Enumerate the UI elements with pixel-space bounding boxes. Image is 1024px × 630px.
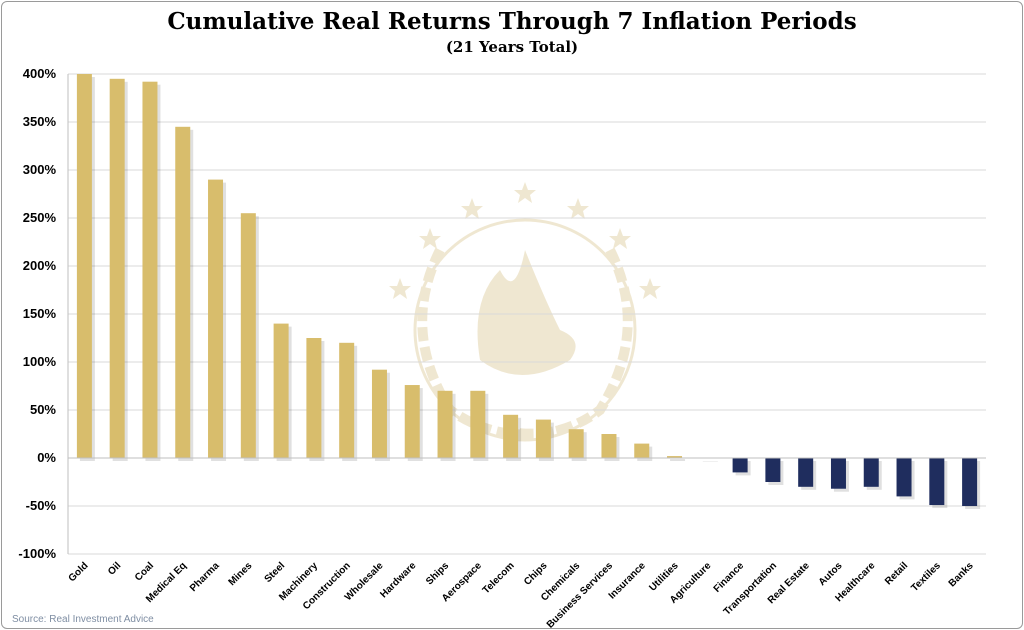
x-tick-label: Oil: [106, 560, 123, 577]
x-tick-label: Utilities: [647, 560, 681, 594]
bar-wholesale: [371, 369, 387, 458]
bar-autos: [830, 458, 846, 489]
y-tick-label: 350%: [23, 114, 57, 129]
bar-utilities: [667, 456, 683, 458]
bar-telecom: [503, 414, 519, 458]
bar-real-estate: [798, 458, 814, 487]
bar-medical-eq: [175, 126, 191, 459]
source-note: Source: Real Investment Advice: [12, 614, 154, 625]
chart-subtitle: (21 Years Total): [445, 38, 579, 56]
bar-chemicals: [568, 429, 584, 458]
bar-shadow: [670, 459, 686, 461]
bar-machinery: [306, 338, 322, 458]
bar-pharma: [208, 179, 224, 458]
x-tick-label: Chips: [522, 560, 550, 588]
bars: [76, 74, 981, 509]
y-tick-label: 200%: [23, 258, 57, 273]
x-tick-label: Mines: [227, 560, 255, 588]
y-tick-label: 100%: [23, 354, 57, 369]
bar-construction: [339, 342, 355, 458]
bar-shadow: [702, 461, 718, 462]
bar-finance: [732, 458, 748, 473]
x-tick-label: Steel: [263, 560, 288, 585]
bar-steel: [273, 323, 289, 458]
x-tick-label: Hardware: [378, 560, 418, 600]
x-tick-label: Ships: [424, 560, 451, 587]
bar-gold: [76, 74, 92, 458]
bar-insurance: [634, 443, 650, 458]
bar-chips: [535, 419, 551, 458]
x-tick-label: Pharma: [188, 560, 222, 594]
bar-coal: [142, 81, 158, 459]
y-tick-label: -50%: [26, 498, 57, 513]
bar-hardware: [404, 385, 420, 458]
bar-retail: [896, 458, 912, 497]
y-axis: -100% -50% 0% 50% 100% 150% 200% 250% 300% 350% 40…: [18, 66, 69, 561]
bar-mines: [240, 213, 256, 458]
y-tick-label: -100%: [18, 546, 56, 561]
y-tick-label: 300%: [23, 162, 57, 177]
x-tick-label: Autos: [817, 560, 845, 588]
bar-transportation: [765, 458, 781, 482]
y-tick-label: 50%: [30, 402, 56, 417]
x-tick-label: Telecom: [481, 560, 517, 596]
y-tick-label: 400%: [23, 66, 57, 81]
bar-ships: [437, 390, 453, 458]
y-tick-label: 0%: [37, 450, 56, 465]
y-tick-label: 250%: [23, 210, 57, 225]
eagle-laurel-watermark-icon: [389, 182, 661, 442]
x-tick-label: Gold: [67, 560, 91, 584]
bar-textiles: [929, 458, 945, 506]
x-tick-label: Coal: [133, 560, 156, 583]
chart-title: Cumulative Real Returns Through 7 Inflat…: [167, 8, 857, 35]
bar-business-services: [601, 434, 617, 458]
x-tick-label: Textiles: [909, 560, 943, 594]
bar-healthcare: [863, 458, 879, 487]
bar-aerospace: [470, 390, 486, 458]
bar-banks: [962, 458, 978, 506]
x-tick-label: Retail: [883, 560, 910, 587]
y-tick-label: 150%: [23, 306, 57, 321]
bar-oil: [109, 78, 125, 459]
x-tick-label: Banks: [947, 560, 976, 589]
